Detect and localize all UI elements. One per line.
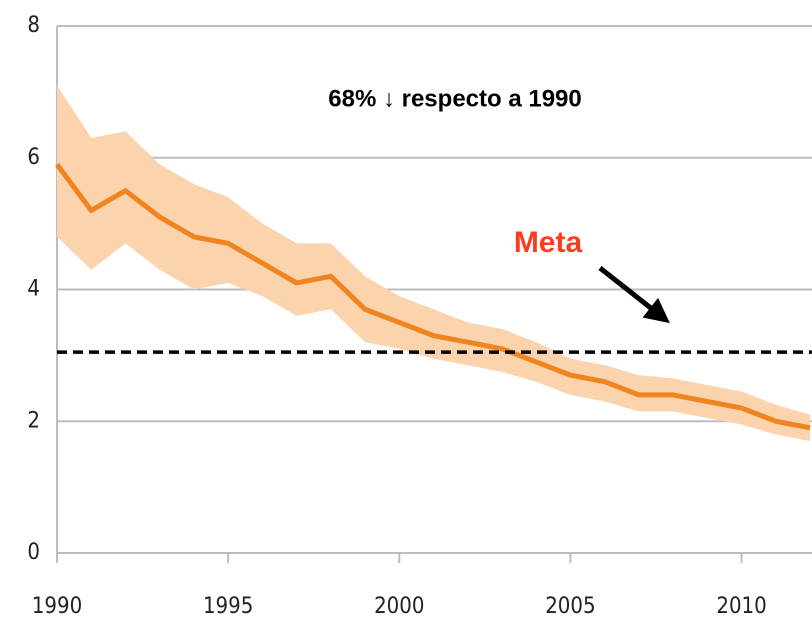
y-tick-label: 6 [27,145,40,170]
x-tick-label: 2010 [716,594,766,619]
y-tick-label: 2 [27,408,40,433]
x-tick-label: 2005 [545,594,595,619]
x-tick-label: 2000 [374,594,424,619]
y-tick-label: 4 [27,277,40,302]
y-tick-label: 0 [27,540,40,565]
line [54,162,811,431]
y-tick-label: 8 [27,13,40,38]
x-tick-label: 1995 [203,594,253,619]
annotation: 68% ↓ respecto a 1990 [328,85,582,112]
annotation: Meta [514,226,583,259]
arrow [598,266,670,324]
x-tick-label: 1990 [32,594,82,619]
band [57,85,810,442]
